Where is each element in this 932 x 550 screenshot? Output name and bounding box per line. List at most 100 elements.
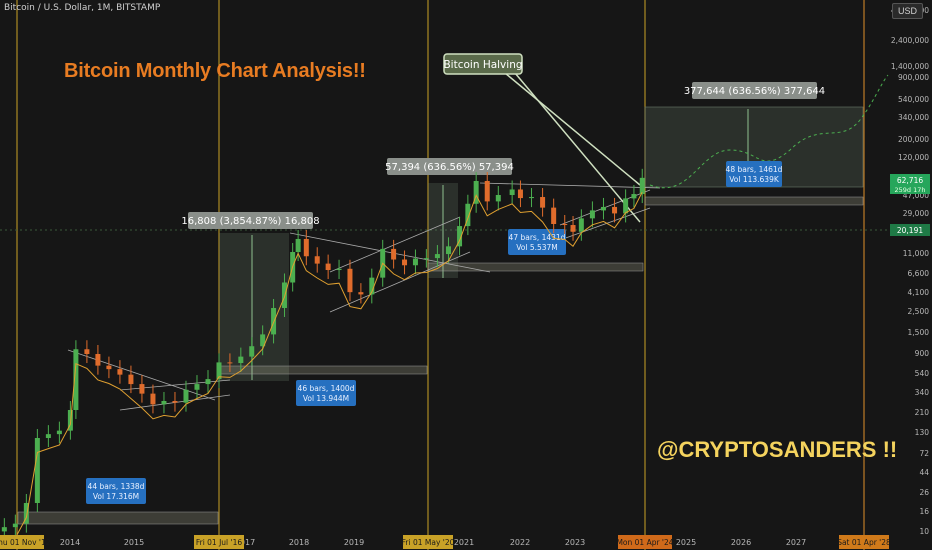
candle-body — [457, 226, 463, 247]
halving-bands — [16, 0, 865, 550]
trendline — [119, 379, 231, 391]
measure-label-box — [387, 158, 512, 175]
author-handle: @CRYPTOSANDERS !! — [657, 437, 898, 462]
x-tick-label: 2015 — [124, 538, 144, 547]
candle-body — [260, 334, 266, 347]
halving-date-tag — [839, 535, 889, 549]
price-axis[interactable]: 4,000,0002,400,0001,400,000900,000540,00… — [890, 6, 930, 536]
current-price-countdown: 259d 17h — [895, 186, 926, 194]
halving-date: Fri 01 Jul '16 — [196, 538, 243, 547]
candle-body — [150, 393, 156, 405]
candle-body — [227, 362, 233, 364]
x-tick-label: 2026 — [731, 538, 751, 547]
y-tick-label: 130 — [915, 428, 930, 437]
candle-body — [631, 194, 637, 199]
candle-body — [95, 354, 101, 366]
projection-path — [649, 74, 889, 189]
bars-info-line1: 47 bars, 1431d — [509, 233, 566, 242]
candle-body — [570, 225, 576, 232]
candle-body — [172, 400, 178, 403]
candle-body — [484, 180, 490, 202]
measure-label: 16,808 (3,854.87%) 16,808 — [181, 216, 319, 227]
candle-body — [45, 434, 51, 438]
y-tick-label: 44 — [919, 468, 929, 477]
bars-info-box — [296, 380, 356, 406]
y-tick-label: 1,400,000 — [891, 62, 929, 71]
candle-body — [117, 369, 123, 375]
callout-line — [504, 72, 641, 186]
candle-body — [434, 254, 440, 259]
candle-body — [84, 349, 90, 355]
bars-info-line2: Vol 17.316M — [93, 492, 139, 501]
y-tick-label: 2,500 — [908, 307, 930, 316]
y-tick-label: 900 — [915, 349, 930, 358]
trendline — [329, 216, 461, 273]
candle-body — [612, 206, 618, 214]
bars-info-line2: Vol 113.639K — [729, 175, 780, 184]
symbol-header: Bitcoin / U.S. Dollar, 1M, BITSTAMP — [4, 3, 161, 13]
candle-body — [517, 189, 523, 199]
candle-body — [161, 400, 167, 405]
y-tick-label: 11,000 — [903, 249, 929, 258]
moving-average-line — [4, 191, 643, 543]
time-axis[interactable]: 2014 2015 2017 2018 2019 2021 2022 2023 2025 2026… — [0, 535, 891, 549]
candle-body — [529, 197, 535, 199]
halving-label-box — [443, 53, 523, 75]
x-tick-label: 2021 — [454, 538, 474, 547]
candle-body — [465, 203, 471, 227]
x-tick-label: 2014 — [60, 538, 80, 547]
candle-body — [600, 206, 606, 211]
halving-date: Sat 01 Apr '28 — [837, 538, 891, 547]
candle-body — [562, 223, 568, 226]
x-tick-label: 2025 — [676, 538, 696, 547]
y-tick-label: 16 — [919, 507, 929, 516]
y-tick-label: 47,000 — [903, 191, 929, 200]
range-band — [17, 511, 219, 525]
candle-body — [295, 238, 301, 252]
candle-body — [473, 180, 479, 204]
halving-label: Bitcoin Halving — [443, 59, 522, 71]
y-tick-label: 26 — [919, 488, 929, 497]
bars-info-box — [86, 478, 146, 504]
chart-title-annotation: Bitcoin Monthly Chart Analysis!! — [64, 60, 366, 82]
candle-body — [445, 246, 451, 255]
x-tick-label: 2017 — [235, 538, 255, 547]
bars-info-line1: 48 bars, 1461d — [726, 165, 783, 174]
bars-info-line2: Vol 13.944M — [303, 394, 349, 403]
candle-body — [34, 437, 40, 504]
measure-label: 377,644 (636.56%) 377,644 — [684, 86, 825, 97]
candle-body — [336, 268, 342, 271]
x-tick-label: 2027 — [786, 538, 806, 547]
y-tick-label: 4,100 — [908, 288, 930, 297]
candle-body — [325, 263, 331, 271]
y-tick-label: 340 — [915, 388, 930, 397]
halving-date-tag — [618, 535, 672, 549]
currency-button[interactable]: USD — [892, 3, 924, 19]
x-tick-label: 2023 — [565, 538, 585, 547]
candle-body — [271, 307, 277, 335]
halving-date-tag — [0, 535, 44, 549]
range-band — [427, 262, 644, 272]
trendline — [479, 182, 661, 189]
candle-body — [540, 197, 546, 208]
candle-body — [128, 374, 134, 385]
x-tick-label: 2022 — [510, 538, 530, 547]
candle-body — [423, 258, 429, 260]
candle-body — [391, 248, 397, 260]
range-band — [218, 365, 428, 375]
candle-body — [73, 349, 79, 411]
y-tick-label: 200,000 — [898, 135, 929, 144]
current-price: 62,716 — [897, 176, 923, 185]
halving-date: Fri 01 May '20 — [402, 538, 455, 547]
candle-body — [139, 384, 145, 394]
y-tick-label: 340,000 — [898, 113, 929, 122]
y-tick-label: 540 — [915, 369, 930, 378]
candles — [1, 168, 645, 543]
y-tick-label: 29,000 — [903, 209, 929, 218]
halving-date: Mon 01 Apr '24 — [616, 538, 673, 547]
candle-body — [314, 256, 320, 264]
candle-body — [216, 362, 222, 380]
y-tick-label: 120,000 — [898, 153, 929, 162]
y-tick-label: 6,600 — [908, 269, 930, 278]
